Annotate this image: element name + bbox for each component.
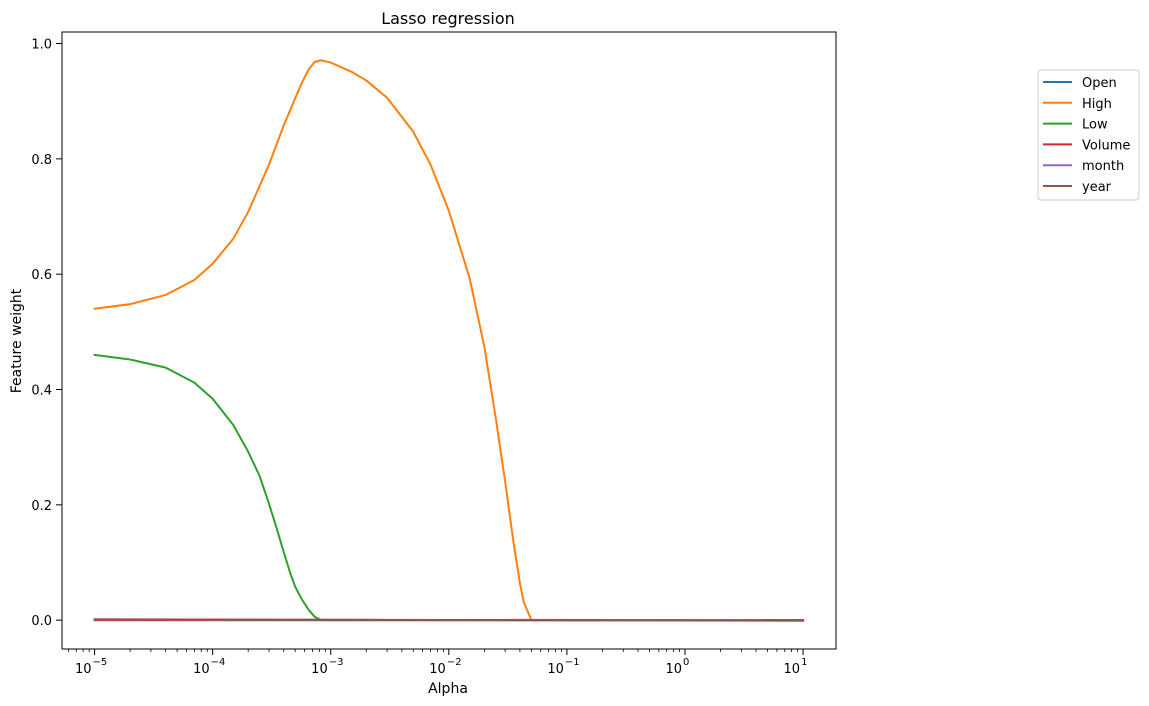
series-line-year (93, 618, 805, 622)
x-axis: 10 −5 10 −4 10 −3 10 −2 10 −1 10 0 10 1 (67, 649, 808, 677)
x-tick-label-exponent: 0 (683, 657, 689, 668)
x-tick-label-base: 10 (547, 662, 564, 677)
legend-entry-volume: Volume (1043, 138, 1130, 153)
legend-label: Volume (1082, 138, 1130, 153)
legend-label: High (1082, 97, 1112, 112)
y-tick-label: 1.0 (31, 38, 52, 53)
x-tick-label: 10 −2 (429, 657, 461, 677)
series-layer (93, 59, 805, 622)
y-tick-label: 0.2 (31, 499, 52, 514)
series-line-low (93, 353, 805, 622)
y-axis-label: Feature weight (9, 288, 25, 393)
plot-frame (61, 31, 837, 650)
chart-title: Lasso regression (381, 9, 515, 28)
x-tick-label: 10 −1 (547, 657, 579, 677)
legend-entry-year: year (1043, 180, 1112, 195)
x-tick-label: 10 −5 (75, 657, 107, 677)
y-tick-label: 0.0 (31, 614, 52, 629)
legend-entry-high: High (1043, 97, 1112, 112)
x-tick-label-base: 10 (429, 662, 446, 677)
plot-area (61, 31, 837, 650)
legend: Open High Low Volume month year (1037, 69, 1140, 201)
y-tick-label: 0.4 (31, 384, 52, 399)
x-tick-label: 10 −4 (193, 657, 225, 677)
x-tick-label-exponent: −2 (447, 657, 462, 668)
y-tick-label: 0.8 (31, 153, 52, 168)
legend-entry-open: Open (1043, 76, 1117, 91)
legend-items: Open High Low Volume month year (1043, 76, 1130, 195)
series-line-high (93, 59, 805, 622)
x-tick-label-exponent: −5 (93, 657, 108, 668)
x-tick-label-exponent: 1 (801, 657, 807, 668)
legend-label: year (1082, 180, 1112, 195)
x-tick-label: 10 1 (784, 657, 808, 677)
x-tick-label-base: 10 (311, 662, 328, 677)
x-tick-label-base: 10 (193, 662, 210, 677)
x-tick-label-base: 10 (75, 662, 92, 677)
x-tick-label: 10 −3 (311, 657, 343, 677)
legend-entry-low: Low (1043, 118, 1108, 133)
x-tick-label-base: 10 (784, 662, 801, 677)
x-tick-label-exponent: −4 (211, 657, 226, 668)
legend-entry-month: month (1043, 159, 1124, 174)
y-axis: 0.0 0.2 0.4 0.6 0.8 1.0 (31, 38, 62, 629)
x-tick-label-base: 10 (665, 662, 682, 677)
x-axis-label: Alpha (428, 681, 468, 697)
x-tick-label-exponent: −3 (329, 657, 344, 668)
x-tick-label-exponent: −1 (565, 657, 580, 668)
legend-label: Open (1082, 76, 1117, 91)
y-tick-label: 0.6 (31, 268, 52, 283)
legend-label: month (1082, 159, 1124, 174)
legend-label: Low (1082, 118, 1108, 133)
x-tick-label: 10 0 (665, 657, 689, 677)
